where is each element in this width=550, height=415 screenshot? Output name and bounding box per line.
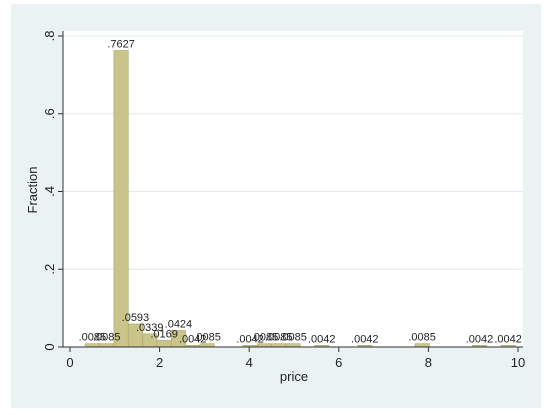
bar-5 — [156, 340, 172, 348]
x-tick-label-0: 0 — [66, 355, 73, 370]
data-label-2: .7627 — [107, 39, 135, 51]
x-axis-title: price — [280, 369, 308, 384]
bar-2 — [113, 50, 129, 348]
data-label-17: .0042 — [494, 333, 522, 345]
data-label-11: .0085 — [265, 332, 293, 344]
data-label-12: .0085 — [279, 332, 307, 344]
axes: 0 2 4 6 8 10 0 .2 .4 .6 .8 — [42, 31, 525, 370]
data-label-10: .0085 — [251, 332, 279, 344]
data-label-9: .0042 — [236, 333, 264, 345]
data-label-7: .0042 — [179, 333, 207, 345]
y-tick-label-0: 0 — [42, 343, 57, 350]
data-labels: .0085.0085.7627.0593.0339.0169.0424.0042… — [79, 39, 522, 346]
bars — [84, 50, 516, 348]
x-tick-label-5: 10 — [511, 355, 525, 370]
y-tick-label-1: .2 — [42, 264, 57, 275]
data-label-15: .0085 — [408, 332, 436, 344]
data-label-8: .0085 — [193, 332, 221, 344]
x-tick-label-2: 4 — [246, 355, 253, 370]
x-tick-label-1: 2 — [156, 355, 163, 370]
data-label-6: .0424 — [165, 319, 193, 331]
data-label-14: .0042 — [351, 333, 379, 345]
data-label-5: .0169 — [150, 328, 178, 340]
grid-lines — [63, 35, 523, 270]
x-tick-label-4: 8 — [425, 355, 432, 370]
data-label-4: .0339 — [136, 322, 164, 334]
y-tick-label-4: .8 — [42, 31, 57, 42]
plot-area — [63, 31, 523, 347]
x-tick-label-3: 6 — [335, 355, 342, 370]
data-label-13: .0042 — [308, 333, 336, 345]
y-axis-title: Fraction — [25, 167, 40, 214]
y-tick-label-3: .6 — [42, 108, 57, 119]
y-tick-label-2: .4 — [42, 186, 57, 197]
data-label-1: .0085 — [93, 332, 121, 344]
data-label-16: .0042 — [466, 333, 494, 345]
data-label-0: .0085 — [79, 332, 107, 344]
data-label-3: .0593 — [122, 312, 150, 324]
